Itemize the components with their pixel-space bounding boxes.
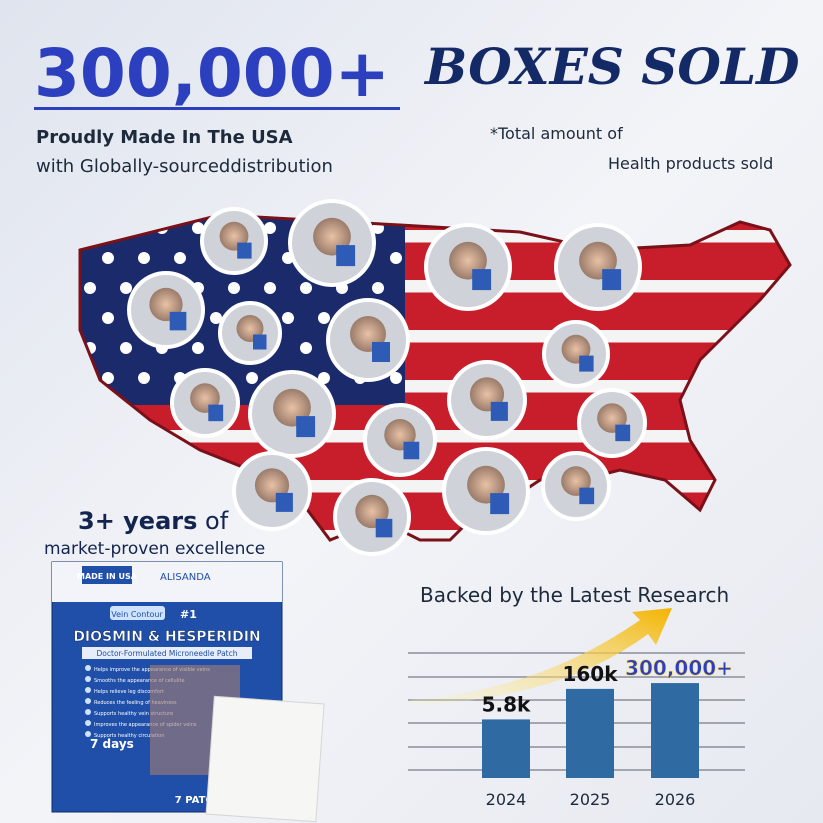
star <box>210 312 222 324</box>
star <box>390 252 402 264</box>
x-tick-label: 2024 <box>486 790 527 809</box>
note: *Total amount of <box>490 124 623 143</box>
days: 7 days <box>90 737 134 751</box>
headline: 300,000+ <box>34 35 390 112</box>
product-in-hand <box>296 416 316 438</box>
star <box>120 342 132 354</box>
patch <box>205 695 325 823</box>
growth-arrow <box>410 608 672 705</box>
product-in-hand <box>275 492 293 512</box>
note: Health products sold <box>608 154 773 173</box>
star <box>282 312 294 324</box>
product-subtitle: Doctor-Formulated Microneedle Patch <box>97 649 238 658</box>
star <box>84 282 96 294</box>
rank: #1 <box>180 608 197 621</box>
product-in-hand <box>602 269 622 291</box>
star <box>138 252 150 264</box>
experience-bold: 3+ years <box>78 507 197 535</box>
bullet <box>85 665 91 671</box>
star <box>192 222 204 234</box>
bullet <box>85 709 91 715</box>
bullet <box>85 698 91 704</box>
value-label: 160k <box>562 662 618 686</box>
bullet <box>85 676 91 682</box>
bar <box>566 688 614 778</box>
star <box>174 252 186 264</box>
value-label: 5.8k <box>482 692 531 716</box>
product-in-hand <box>490 493 510 515</box>
benefit: Smooths the appearance of cellulite <box>94 678 185 684</box>
star <box>192 342 204 354</box>
benefit: Supports healthy vein structure <box>94 711 173 717</box>
experience-line: market-proven excellence <box>44 539 265 559</box>
star <box>246 372 258 384</box>
product-in-hand <box>375 518 393 538</box>
product-in-hand <box>615 424 631 442</box>
star <box>120 282 132 294</box>
product-in-hand <box>208 404 224 422</box>
stripe <box>80 530 790 540</box>
star <box>264 282 276 294</box>
benefit: Reduces the feeling of heaviness <box>94 700 177 706</box>
bullet <box>85 687 91 693</box>
headline-suffix: BOXES SOLD <box>423 37 799 96</box>
brand: ALISANDA <box>160 572 211 583</box>
sourcing: with Globally-sourceddistribution <box>36 156 333 177</box>
badge: Vein Contour <box>111 610 163 619</box>
product-in-hand <box>237 242 252 259</box>
chart-title: Backed by the Latest Research <box>420 583 729 607</box>
star <box>102 372 114 384</box>
product-in-hand <box>169 311 187 331</box>
product-in-hand <box>579 487 595 505</box>
value-label: 300,000+ <box>625 656 733 680</box>
star <box>300 342 312 354</box>
product-in-hand <box>490 401 508 421</box>
x-tick-label: 2026 <box>655 790 696 809</box>
benefit: Supports healthy circulation <box>94 733 164 739</box>
bullet <box>85 731 91 737</box>
star <box>228 282 240 294</box>
underline <box>34 107 400 110</box>
origin: MADE IN USA <box>77 572 138 581</box>
benefit: Improves the appearance of spider veins <box>94 722 197 728</box>
star <box>318 312 330 324</box>
x-tick-label: 2025 <box>570 790 611 809</box>
product-in-hand <box>253 334 267 350</box>
star <box>102 312 114 324</box>
made-in-usa: Proudly Made In The USA <box>36 127 293 148</box>
star <box>372 282 384 294</box>
bar <box>651 683 699 778</box>
bullet <box>85 720 91 726</box>
product-name: DIOSMIN & HESPERIDIN <box>73 629 260 645</box>
product-in-hand <box>372 342 390 362</box>
count: 7 PATCHES <box>175 795 235 806</box>
product-in-hand <box>403 441 420 460</box>
star <box>300 282 312 294</box>
bar <box>482 719 530 778</box>
testimonial-photos <box>127 199 647 556</box>
product-in-hand <box>336 245 356 267</box>
star <box>102 252 114 264</box>
product-in-hand <box>472 269 492 291</box>
product-in-hand <box>579 355 594 372</box>
experience: 3+ years of <box>78 507 229 535</box>
star <box>264 222 276 234</box>
benefit: Helps relieve leg discomfort <box>94 689 164 695</box>
star <box>138 372 150 384</box>
experience-rest: of <box>205 507 229 535</box>
star <box>390 372 402 384</box>
